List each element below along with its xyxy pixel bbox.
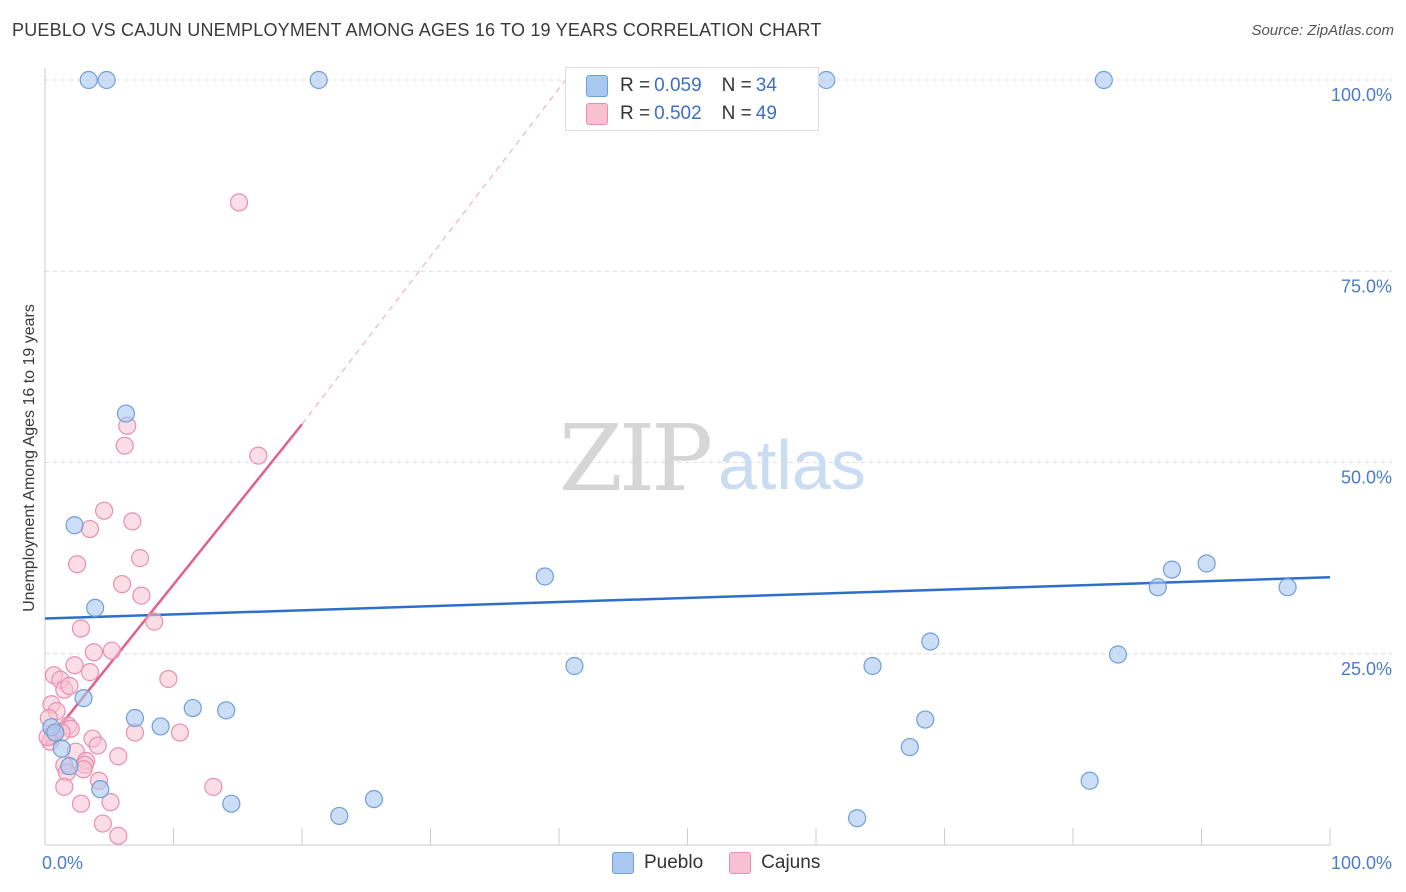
pueblo-point bbox=[125, 708, 145, 728]
pueblo-point bbox=[222, 794, 241, 813]
y-tick-label: 100.0% bbox=[1331, 85, 1392, 105]
cajuns-point bbox=[123, 512, 142, 531]
pueblo-point bbox=[364, 789, 384, 809]
pueblo-point bbox=[921, 632, 940, 651]
pueblo-point bbox=[60, 757, 79, 776]
pueblo-point bbox=[863, 656, 882, 676]
pueblo-point bbox=[97, 70, 116, 90]
watermark: ZIP atlas bbox=[559, 405, 866, 512]
series-legend-pueblo[interactable]: Pueblo bbox=[612, 852, 703, 874]
pueblo-point bbox=[900, 737, 919, 757]
pueblo-point bbox=[52, 739, 71, 758]
pueblo-swatch bbox=[586, 75, 608, 97]
pueblo-point bbox=[817, 70, 836, 90]
legend-row-cajuns: R = 0.502 N = 49 bbox=[586, 101, 777, 127]
cajuns-point bbox=[159, 669, 178, 689]
cajuns-point bbox=[109, 747, 128, 766]
pueblo-point bbox=[535, 567, 554, 586]
pueblo-n-value: 34 bbox=[755, 75, 777, 96]
cajuns-n-label: N = bbox=[721, 103, 752, 124]
tick-labels: 25.0% 50.0% 75.0% 100.0% 0.0% 100.0% bbox=[42, 85, 1392, 873]
cajuns-legend-swatch bbox=[729, 852, 752, 874]
watermark-atlas: atlas bbox=[718, 426, 866, 504]
cajuns-point bbox=[204, 777, 223, 796]
pueblo-point bbox=[848, 809, 867, 828]
pueblo-point bbox=[74, 689, 93, 708]
pueblo-point bbox=[916, 710, 935, 729]
pueblo-point bbox=[217, 701, 236, 720]
correlation-legend: R = 0.059 N = 34 R = 0.502 N = 49 bbox=[565, 67, 819, 131]
series-legend: Pueblo Cajuns bbox=[612, 852, 846, 874]
pueblo-r-label: R = bbox=[620, 75, 651, 96]
cajuns-point bbox=[132, 586, 151, 605]
y-tick-label: 50.0% bbox=[1341, 468, 1392, 488]
cajuns-r-label: R = bbox=[620, 103, 651, 124]
cajuns-point bbox=[68, 555, 87, 574]
pueblo-legend-label: Pueblo bbox=[644, 852, 704, 873]
pueblo-point bbox=[330, 806, 349, 826]
cajuns-point bbox=[102, 641, 121, 660]
legend-row-pueblo: R = 0.059 N = 34 bbox=[586, 73, 777, 99]
cajuns-point bbox=[249, 446, 268, 465]
cajuns-point bbox=[95, 501, 114, 520]
series-legend-cajuns[interactable]: Cajuns bbox=[729, 852, 820, 874]
cajuns-point bbox=[112, 575, 132, 594]
cajuns-point bbox=[109, 826, 128, 845]
pueblo-point bbox=[1197, 554, 1216, 573]
pueblo-point bbox=[151, 717, 170, 736]
x-tick-label-min: 0.0% bbox=[42, 853, 83, 873]
pueblo-point bbox=[1108, 645, 1128, 664]
cajuns-point bbox=[60, 676, 79, 695]
pueblo-point bbox=[116, 404, 136, 423]
cajuns-point bbox=[71, 794, 91, 813]
pueblo-point bbox=[1094, 70, 1113, 90]
x-tick-label-max: 100.0% bbox=[1331, 853, 1392, 873]
pueblo-point bbox=[309, 70, 328, 90]
pueblo-legend-swatch bbox=[612, 852, 634, 874]
source-label: Source: ZipAtlas.com bbox=[1251, 22, 1394, 39]
cajuns-point bbox=[84, 643, 103, 662]
cajuns-point bbox=[229, 193, 249, 212]
pueblo-n-label: N = bbox=[721, 75, 752, 96]
cajuns-trend-extension bbox=[301, 79, 566, 425]
pueblo-trend-line bbox=[44, 576, 1331, 620]
cajuns-point bbox=[145, 612, 164, 631]
cajuns-point bbox=[65, 656, 84, 675]
pueblo-point bbox=[1080, 771, 1099, 790]
cajuns-legend-label: Cajuns bbox=[761, 852, 821, 873]
gridlines bbox=[45, 79, 1392, 655]
pueblo-point bbox=[46, 723, 65, 742]
watermark-zip: ZIP bbox=[559, 405, 710, 512]
cajuns-n-value: 49 bbox=[755, 103, 777, 124]
pueblo-point bbox=[65, 516, 84, 535]
pueblo-point bbox=[183, 698, 202, 718]
pueblo-point bbox=[1162, 560, 1182, 579]
cajuns-r-value: 0.502 bbox=[654, 103, 702, 124]
cajuns-point bbox=[55, 777, 74, 796]
cajuns-point bbox=[80, 519, 100, 539]
pueblo-point bbox=[86, 598, 105, 617]
cajuns-point bbox=[71, 619, 91, 638]
pueblo-point bbox=[565, 656, 584, 676]
cajuns-point bbox=[93, 814, 112, 833]
cajuns-point bbox=[88, 736, 107, 755]
cajuns-point bbox=[115, 436, 134, 455]
y-tick-label: 75.0% bbox=[1341, 276, 1392, 296]
cajuns-point bbox=[80, 663, 100, 682]
cajuns-point bbox=[130, 549, 150, 568]
pueblo-point bbox=[1148, 578, 1167, 597]
cajuns-point bbox=[101, 793, 120, 812]
cajuns-point bbox=[170, 723, 190, 742]
chart-title: PUEBLO VS CAJUN UNEMPLOYMENT AMONG AGES … bbox=[12, 20, 822, 40]
pueblo-point bbox=[79, 70, 98, 90]
y-tick-label: 25.0% bbox=[1341, 659, 1392, 679]
pueblo-r-value: 0.059 bbox=[654, 75, 702, 96]
cajuns-swatch bbox=[586, 103, 608, 125]
pueblo-point bbox=[91, 780, 110, 799]
data-points bbox=[38, 70, 1297, 845]
pueblo-point bbox=[1278, 578, 1297, 597]
